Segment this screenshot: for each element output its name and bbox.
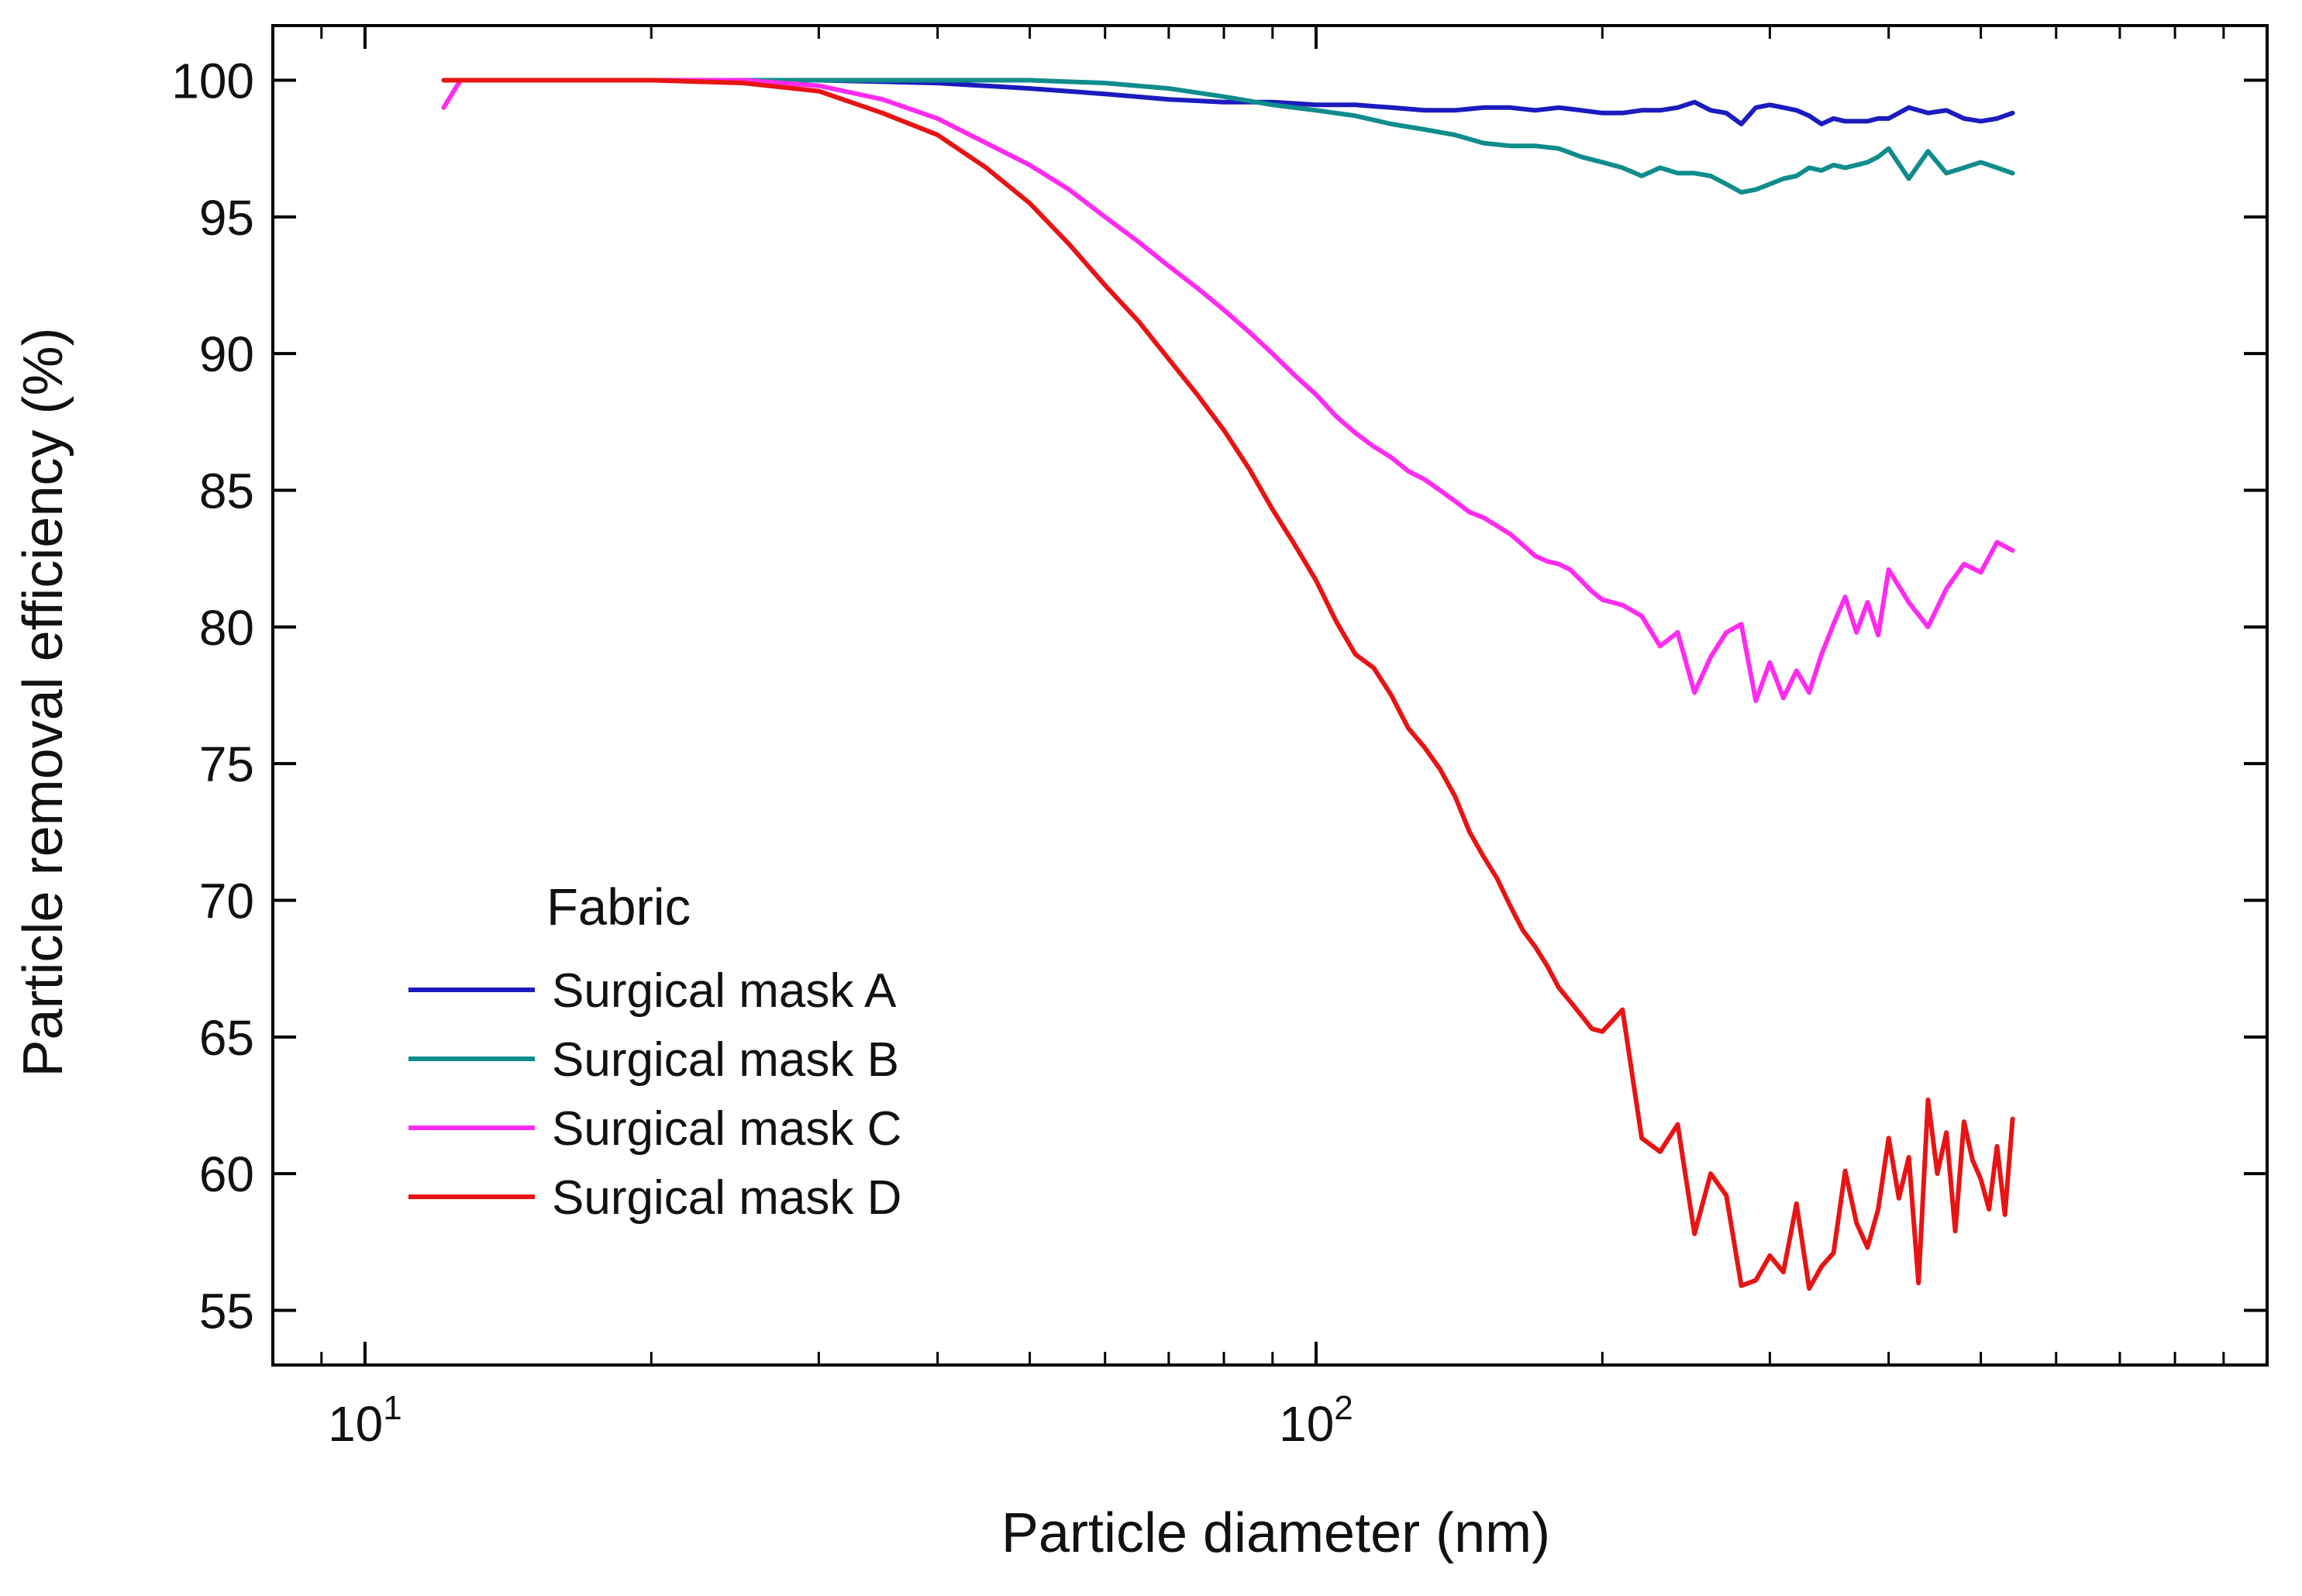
y-tick-label: 85: [199, 464, 254, 519]
y-tick-label: 70: [199, 873, 254, 929]
legend-label-surgical-mask-c: Surgical mask C: [552, 1102, 901, 1156]
y-axis-label: Particle removal efficiency (%): [12, 328, 74, 1077]
legend-label-surgical-mask-d: Surgical mask D: [552, 1171, 901, 1225]
x-axis-label: Particle diameter (nm): [1001, 1502, 1550, 1564]
chart-background: [0, 0, 2302, 1596]
x-tick-exponent: 2: [1334, 1389, 1353, 1427]
y-tick-label: 90: [199, 326, 254, 382]
y-tick-label: 65: [199, 1010, 254, 1066]
x-tick-base: 10: [328, 1396, 383, 1452]
y-tick-label: 100: [171, 53, 254, 109]
particle-efficiency-chart: 556065707580859095100 101 102 Particle re…: [0, 0, 2302, 1596]
x-tick-base: 10: [1279, 1396, 1334, 1452]
y-tick-label: 75: [199, 736, 254, 792]
y-tick-label: 55: [199, 1283, 254, 1339]
legend-title: Fabric: [546, 878, 691, 936]
y-tick-label: 60: [199, 1146, 254, 1202]
y-tick-label: 80: [199, 600, 254, 656]
legend-label-surgical-mask-a: Surgical mask A: [552, 964, 897, 1018]
x-tick-exponent: 1: [383, 1389, 401, 1427]
y-tick-label: 95: [199, 190, 254, 246]
legend-label-surgical-mask-b: Surgical mask B: [552, 1033, 899, 1087]
